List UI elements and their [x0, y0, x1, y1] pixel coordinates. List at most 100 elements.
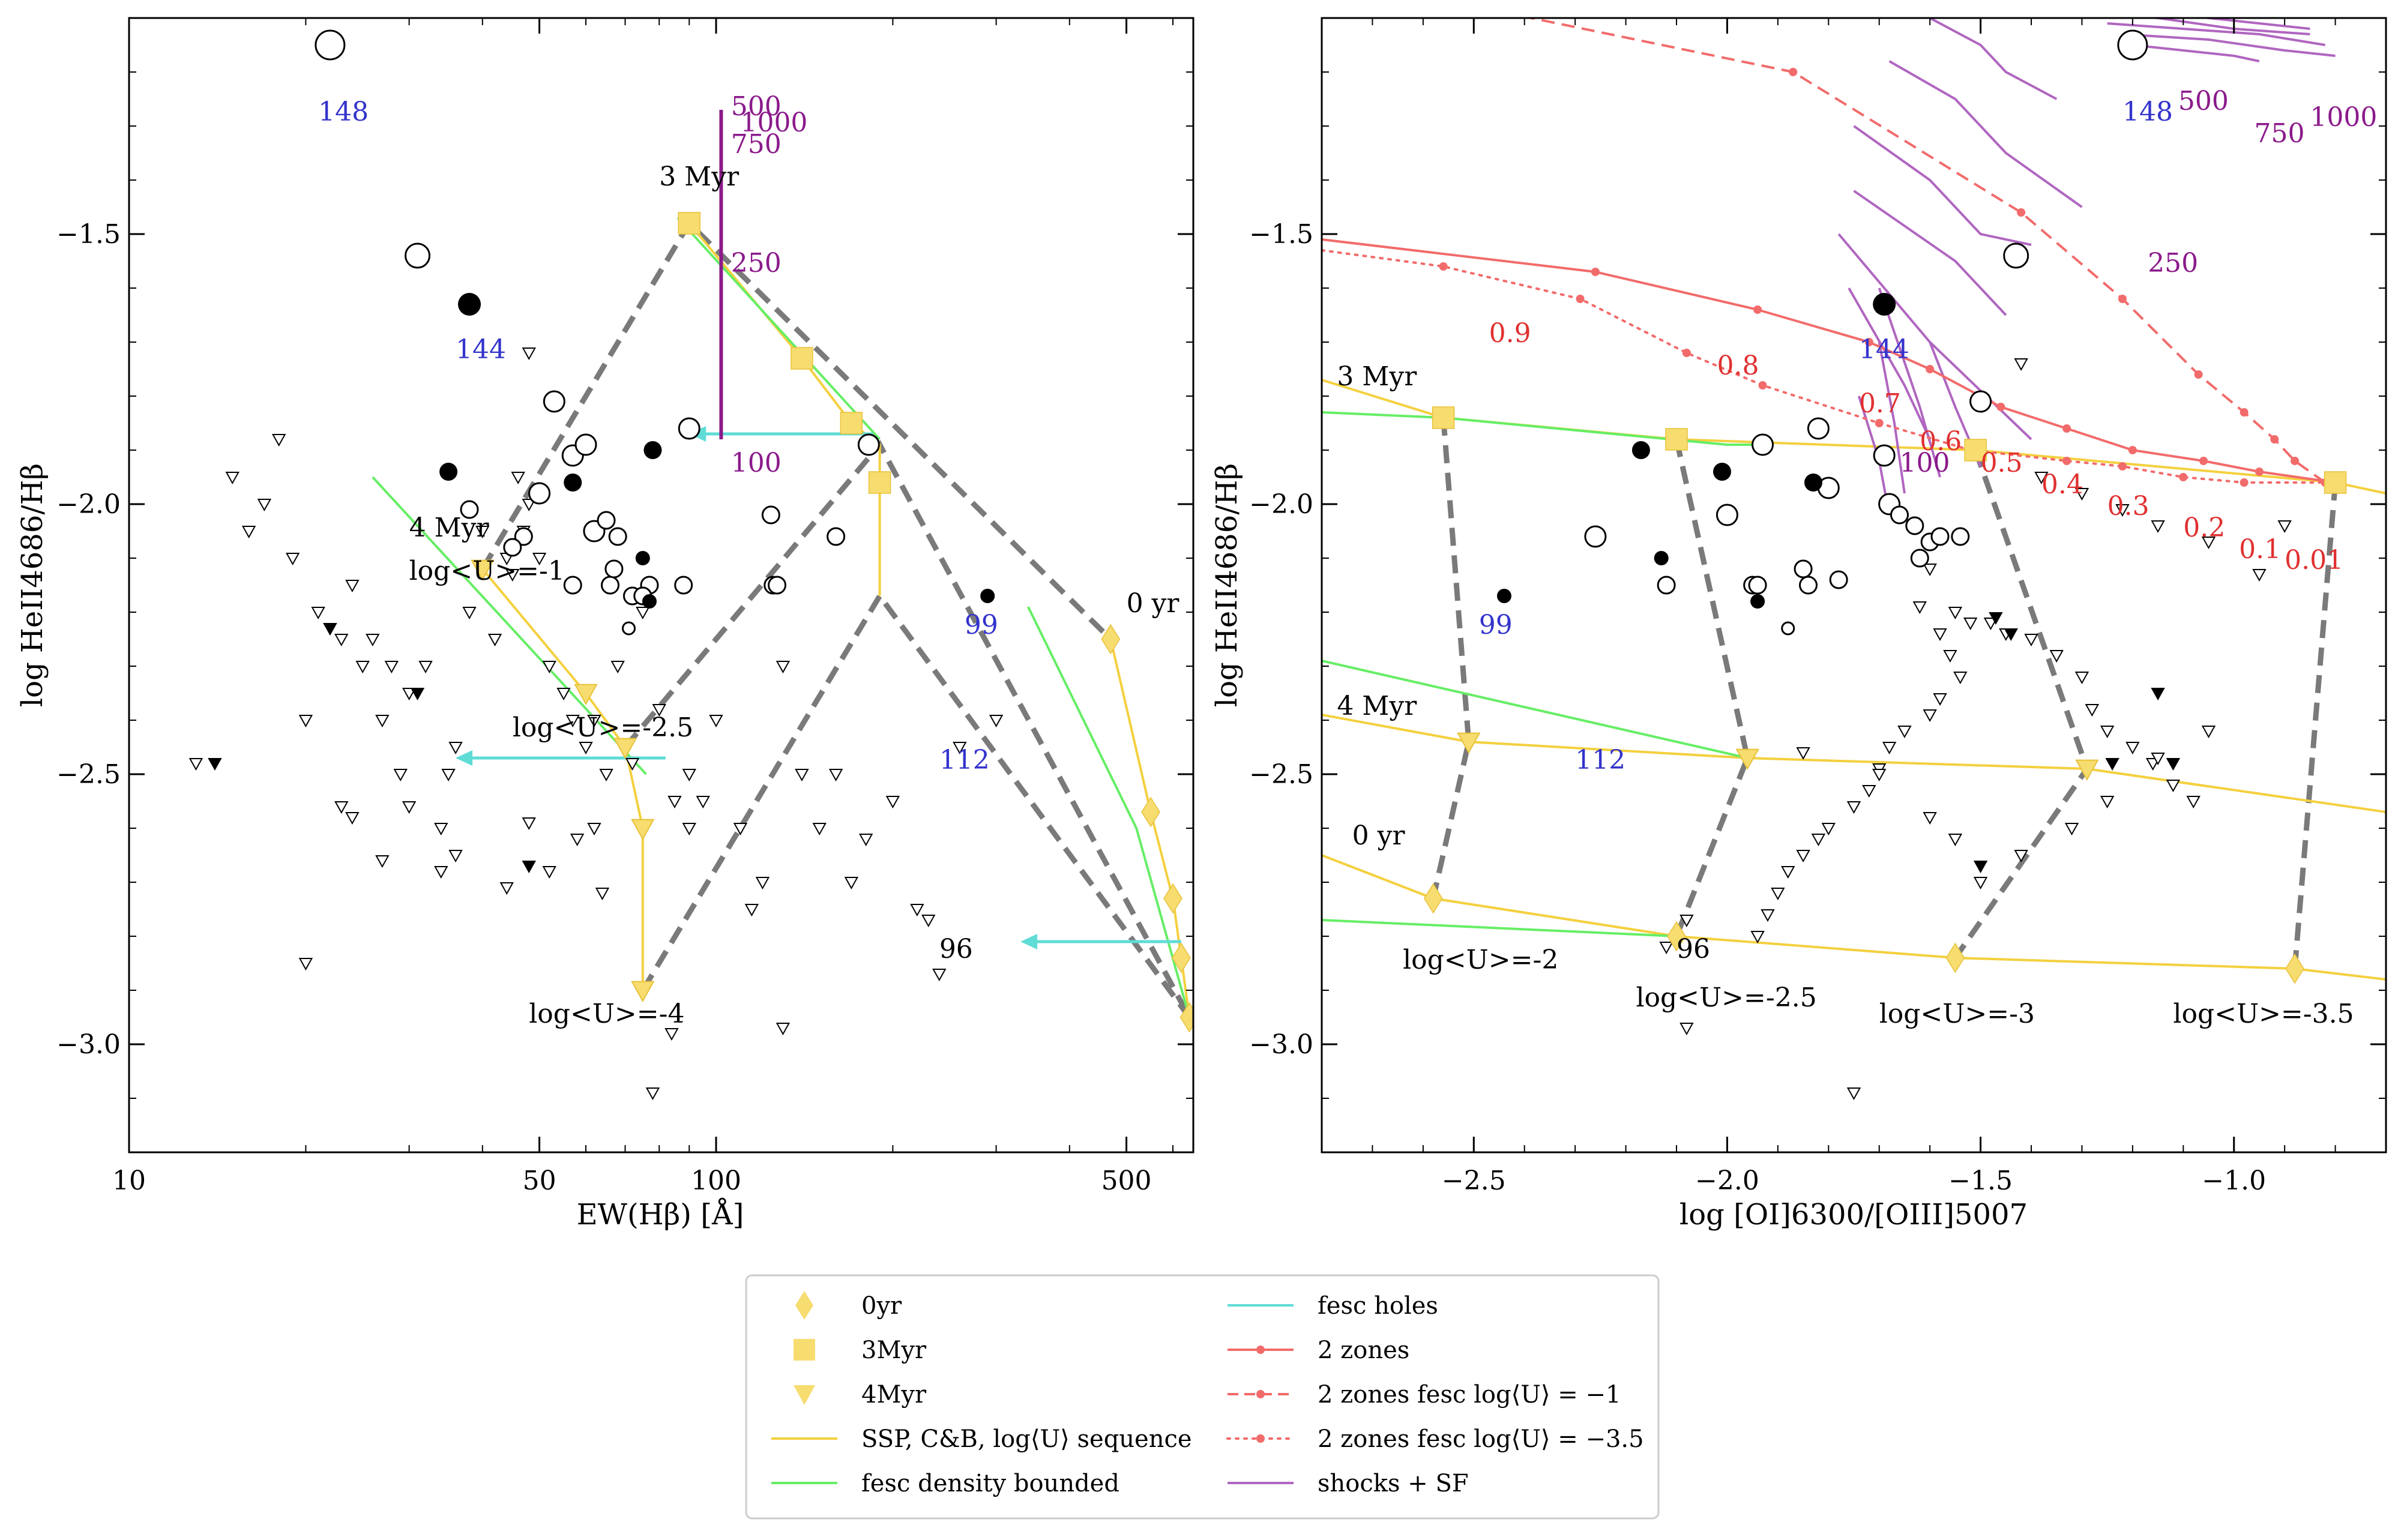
right-two-zones-fesc-dashed-point: [1789, 68, 1798, 76]
right-galaxy-filled: [1804, 474, 1822, 492]
right-upper-limit-open: [2115, 504, 2130, 517]
left-upper-limit-open: [610, 661, 625, 674]
right-shock-track-10: [2200, 18, 2310, 30]
left-annotation: log<U>=-1: [409, 556, 565, 586]
right-annotation: 112: [1575, 745, 1625, 775]
left-fesc-density-track-0: [372, 476, 647, 775]
right-shock-track-11: [2143, 18, 2310, 35]
right-ssp-marker-3myr: [2324, 471, 2347, 494]
left-upper-limit-open: [418, 661, 433, 674]
left-upper-limit-open: [257, 499, 272, 512]
right-two-zones-fesc-dotted-point: [1576, 295, 1585, 303]
right-upper-limit-open: [2186, 796, 2201, 809]
legend-label: SSP, C&B, log⟨U⟩ sequence: [861, 1425, 1192, 1453]
right-annotation: log<U>=-3: [1879, 999, 2035, 1029]
left-annotation: 500: [731, 91, 782, 122]
right-upper-limit-open: [1796, 747, 1810, 760]
left-fesc-holes-arrowhead-1: [456, 750, 473, 766]
left-upper-limit-open: [645, 1087, 660, 1101]
left-upper-limit-open: [384, 661, 399, 674]
left-fesc-holes-arrowhead-2: [1020, 934, 1038, 949]
right-annotation: 1000: [2310, 102, 2377, 133]
right-ssp-marker-4myr: [1457, 732, 1481, 754]
legend-item-col2-3: 2 zones fesc log⟨U⟩ = −3.5: [1226, 1425, 1644, 1453]
right-annotation: 99: [1479, 610, 1513, 640]
right-two-zones-point: [2128, 446, 2137, 454]
right-upper-limit-open: [1933, 628, 1947, 642]
left-galaxy-open: [503, 538, 522, 557]
left-galaxy-open: [768, 576, 787, 595]
right-shock-track-13: [2122, 33, 2336, 57]
left-galaxy-open: [622, 621, 636, 636]
right-upper-limit-open: [1781, 866, 1795, 879]
right-two-zones-fesc-dotted-point: [2118, 462, 2127, 471]
left-galaxy-open: [528, 482, 551, 505]
left-upper-limit-open: [375, 855, 390, 868]
right-galaxy-filled: [1750, 594, 1765, 609]
left-upper-limit-open: [311, 607, 325, 620]
left-galaxy-open: [563, 576, 582, 595]
right-upper-limit-open: [1933, 693, 1947, 706]
legend-2zones-marker-icon: [1256, 1346, 1265, 1354]
left-upper-limit-open: [664, 1028, 679, 1041]
left-ssp-marker-4myr: [471, 559, 495, 582]
right-upper-limit-open: [1771, 888, 1785, 901]
right-upper-limit-open: [1862, 785, 1876, 798]
left-upper-limit-open: [334, 801, 349, 814]
right-y-tick-label: −2.0: [1249, 489, 1313, 520]
left-upper-limit-open: [570, 834, 585, 847]
right-two-zones-point: [1996, 403, 2005, 411]
right-annotation: 144: [1859, 334, 1909, 365]
right-upper-limit-open: [1821, 823, 1836, 836]
left-annotation: 1000: [740, 107, 807, 138]
left-annotation: 112: [939, 745, 990, 775]
right-x-tick-label: −1.5: [1948, 1166, 2013, 1196]
left-upper-limit-open: [225, 472, 239, 485]
legend-diamond-icon: [795, 1291, 813, 1320]
left-upper-limit-open: [989, 715, 1004, 728]
right-fesc-density-track-1: [1322, 660, 1748, 759]
left-upper-limit-open: [755, 877, 770, 890]
left-upper-limit-open: [522, 347, 536, 361]
right-galaxy-open: [1910, 549, 1929, 568]
right-axes-frame: [1321, 17, 2387, 1153]
right-upper-limit-open: [1963, 618, 1978, 631]
legend-frame: [745, 1274, 1660, 1520]
left-annotation: 148: [318, 97, 369, 127]
right-upper-limit-open: [1943, 650, 1957, 663]
left-upper-limit-open: [355, 661, 370, 674]
left-upper-limit-open: [776, 661, 791, 674]
right-shock-track-12: [2107, 22, 2326, 46]
left-ionization-line-2: [640, 591, 1192, 1019]
right-upper-limit-open: [2100, 726, 2115, 739]
right-upper-limit-filled: [2166, 758, 2181, 771]
right-two-zones-fesc-dashed-point: [2118, 295, 2127, 303]
legend-label: 2 zones fesc log⟨U⟩ = −1: [1318, 1381, 1621, 1409]
right-annotation: log<U>=-2: [1403, 945, 1558, 975]
right-annotation: log<U>=-3.5: [2173, 999, 2354, 1029]
left-y-tick-label: −2.0: [56, 489, 121, 520]
right-two-zones-fesc-dotted-point: [1758, 381, 1767, 390]
legend-item-col2-2: 2 zones fesc log⟨U⟩ = −1: [1228, 1381, 1621, 1409]
left-galaxy-filled: [980, 589, 995, 603]
right-upper-limit-open: [1948, 834, 1963, 847]
left-upper-limit-open: [709, 715, 723, 728]
left-upper-limit-open: [188, 758, 203, 771]
left-ssp-track-2: [481, 568, 644, 990]
left-upper-limit-open: [595, 888, 610, 901]
left-galaxy-open: [405, 242, 431, 269]
left-upper-limit-open: [434, 823, 448, 836]
right-two-zones-point: [2255, 468, 2264, 476]
right-upper-limit-open: [1872, 769, 1887, 782]
left-upper-limit-open: [910, 904, 924, 917]
left-upper-limit-open: [921, 915, 936, 928]
left-upper-limit-open: [565, 715, 580, 728]
right-galaxy-filled: [1631, 441, 1650, 459]
right-upper-limit-open: [2151, 520, 2165, 534]
right-upper-limit-open: [2085, 704, 2100, 717]
left-upper-limit-open: [682, 769, 696, 782]
right-upper-limit-open: [2049, 650, 2064, 663]
left-annotation: log<U>=-2.5: [513, 712, 693, 743]
right-two-zones-point: [1926, 365, 1935, 373]
right-shock-track-6: [1878, 287, 1941, 478]
